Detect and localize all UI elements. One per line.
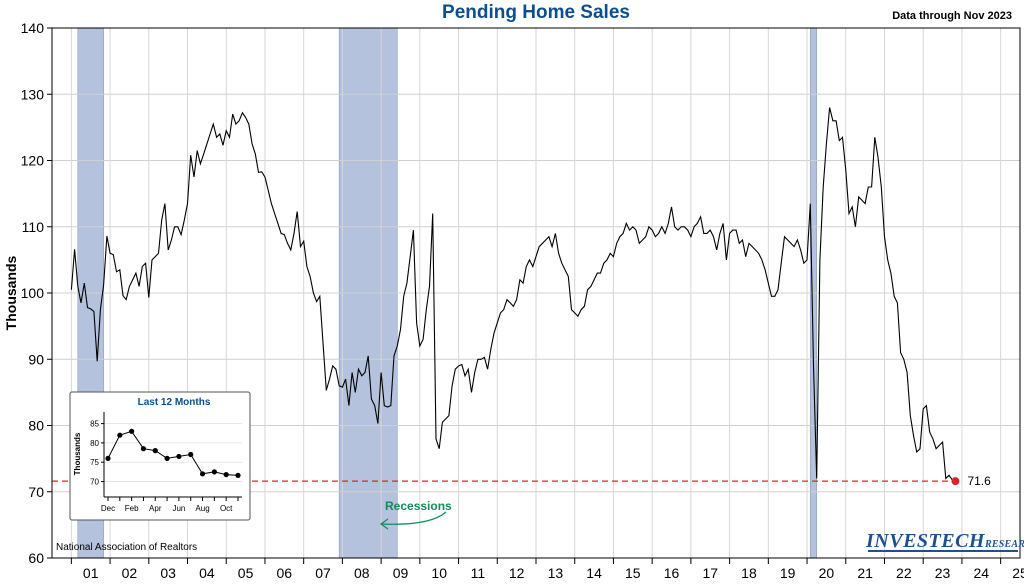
y-tick-labels: 60 70 80 90 100 110 120 130 140 [21,20,45,566]
x-tick-label-14: 14 [586,565,602,581]
inset-y-tick-label-75: 75 [90,458,99,467]
x-tick-label-03: 03 [160,565,176,581]
x-tick-label-01: 01 [83,565,99,581]
investech-logo: INVESTECHRESEARCH [866,528,1024,554]
inset-x-tick-label-Dec: Dec [101,504,115,513]
inset-last-12-months: Last 12 Months Thousands 70 75 80 85 Dec Feb Apr… [69,391,251,521]
x-tick-label-24: 24 [973,565,989,581]
inset-box [69,391,251,521]
x-tick-label-05: 05 [238,565,254,581]
x-tick-label-19: 19 [780,565,796,581]
x-tick-label-25: 25 [1012,565,1024,581]
y-tick-label-80: 80 [28,418,44,434]
inset-x-tick-label-Feb: Feb [125,504,139,513]
x-tick-label-12: 12 [509,565,525,581]
x-tick-label-23: 23 [935,565,951,581]
x-tick-label-22: 22 [896,565,912,581]
x-tick-label-20: 20 [819,565,835,581]
last-value-label: 71.6 [967,474,991,488]
x-tick-label-11: 11 [471,565,486,581]
inset-point-Jan [117,432,123,438]
inset-x-tick-label-Jun: Jun [172,504,185,513]
y-tick-label-120: 120 [21,153,45,169]
inset-x-tick-label-Aug: Aug [195,504,209,513]
x-tick-label-13: 13 [548,565,564,581]
grid-lines [52,28,1020,558]
last-value-marker [951,477,960,486]
x-tick-label-09: 09 [393,565,409,581]
y-tick-label-110: 110 [22,219,45,235]
inset-point-Aug [199,471,206,477]
x-tick-label-02: 02 [122,565,138,581]
inset-point-Sep [211,469,217,475]
recession-annotation: Recessions [385,499,452,513]
inset-point-Dec [105,455,111,461]
inset-x-tick-label-Apr: Apr [149,504,162,513]
y-tick-label-100: 100 [21,285,45,301]
x-tick-label-18: 18 [741,565,757,581]
inset-point-Jun [176,453,182,460]
inset-x-tick-label-Oct: Oct [220,504,233,513]
recession-arrowhead [379,518,389,530]
x-tick-label-16: 16 [664,565,680,581]
inset-point-Oct [223,471,229,478]
x-tick-label-15: 15 [625,565,641,581]
y-axis-title: Thousands [3,255,19,330]
y-tick-label-130: 130 [21,86,45,102]
x-tick-label-08: 08 [354,565,370,581]
y-tick-label-90: 90 [28,351,44,367]
inset-point-Apr [152,448,158,454]
inset-point-May [164,455,170,461]
data-through-note: Data through Nov 2023 [892,10,1012,22]
inset-y-tick-label-80: 80 [90,439,99,448]
inset-y-tick-label-85: 85 [90,420,99,429]
inset-y-tick-label-70: 70 [90,478,99,487]
inset-point-Mar [140,446,147,452]
chart-title: Pending Home Sales [442,2,630,23]
x-tick-label-21: 21 [857,565,873,581]
x-tick-label-10: 10 [431,565,447,581]
recession-arrow [381,511,447,525]
x-tick-label-07: 07 [315,565,331,581]
inset-y-title: Thousands [73,432,82,475]
x-tick-labels: 01 02 03 04 05 06 07 08 09 10 11 12 13 14 15 16 17 18 19 20… [83,565,1024,581]
inset-title: Last 12 Months [138,397,211,408]
x-tick-label-04: 04 [199,565,215,581]
inset-point-Jul [188,451,194,458]
series-line [70,107,956,482]
inset-point-Nov [235,472,241,478]
logo-main-text: INVESTECH [866,530,985,552]
source-note: National Association of Realtors [56,542,198,553]
inset-point-Feb [129,428,135,434]
y-tick-label-70: 70 [28,484,44,500]
y-tick-label-60: 60 [28,550,44,566]
x-tick-label-06: 06 [277,565,293,581]
axes [47,27,1021,564]
logo-small-text: RESEARCH [984,539,1024,550]
x-tick-label-17: 17 [702,565,718,581]
y-tick-label-140: 140 [21,20,45,36]
